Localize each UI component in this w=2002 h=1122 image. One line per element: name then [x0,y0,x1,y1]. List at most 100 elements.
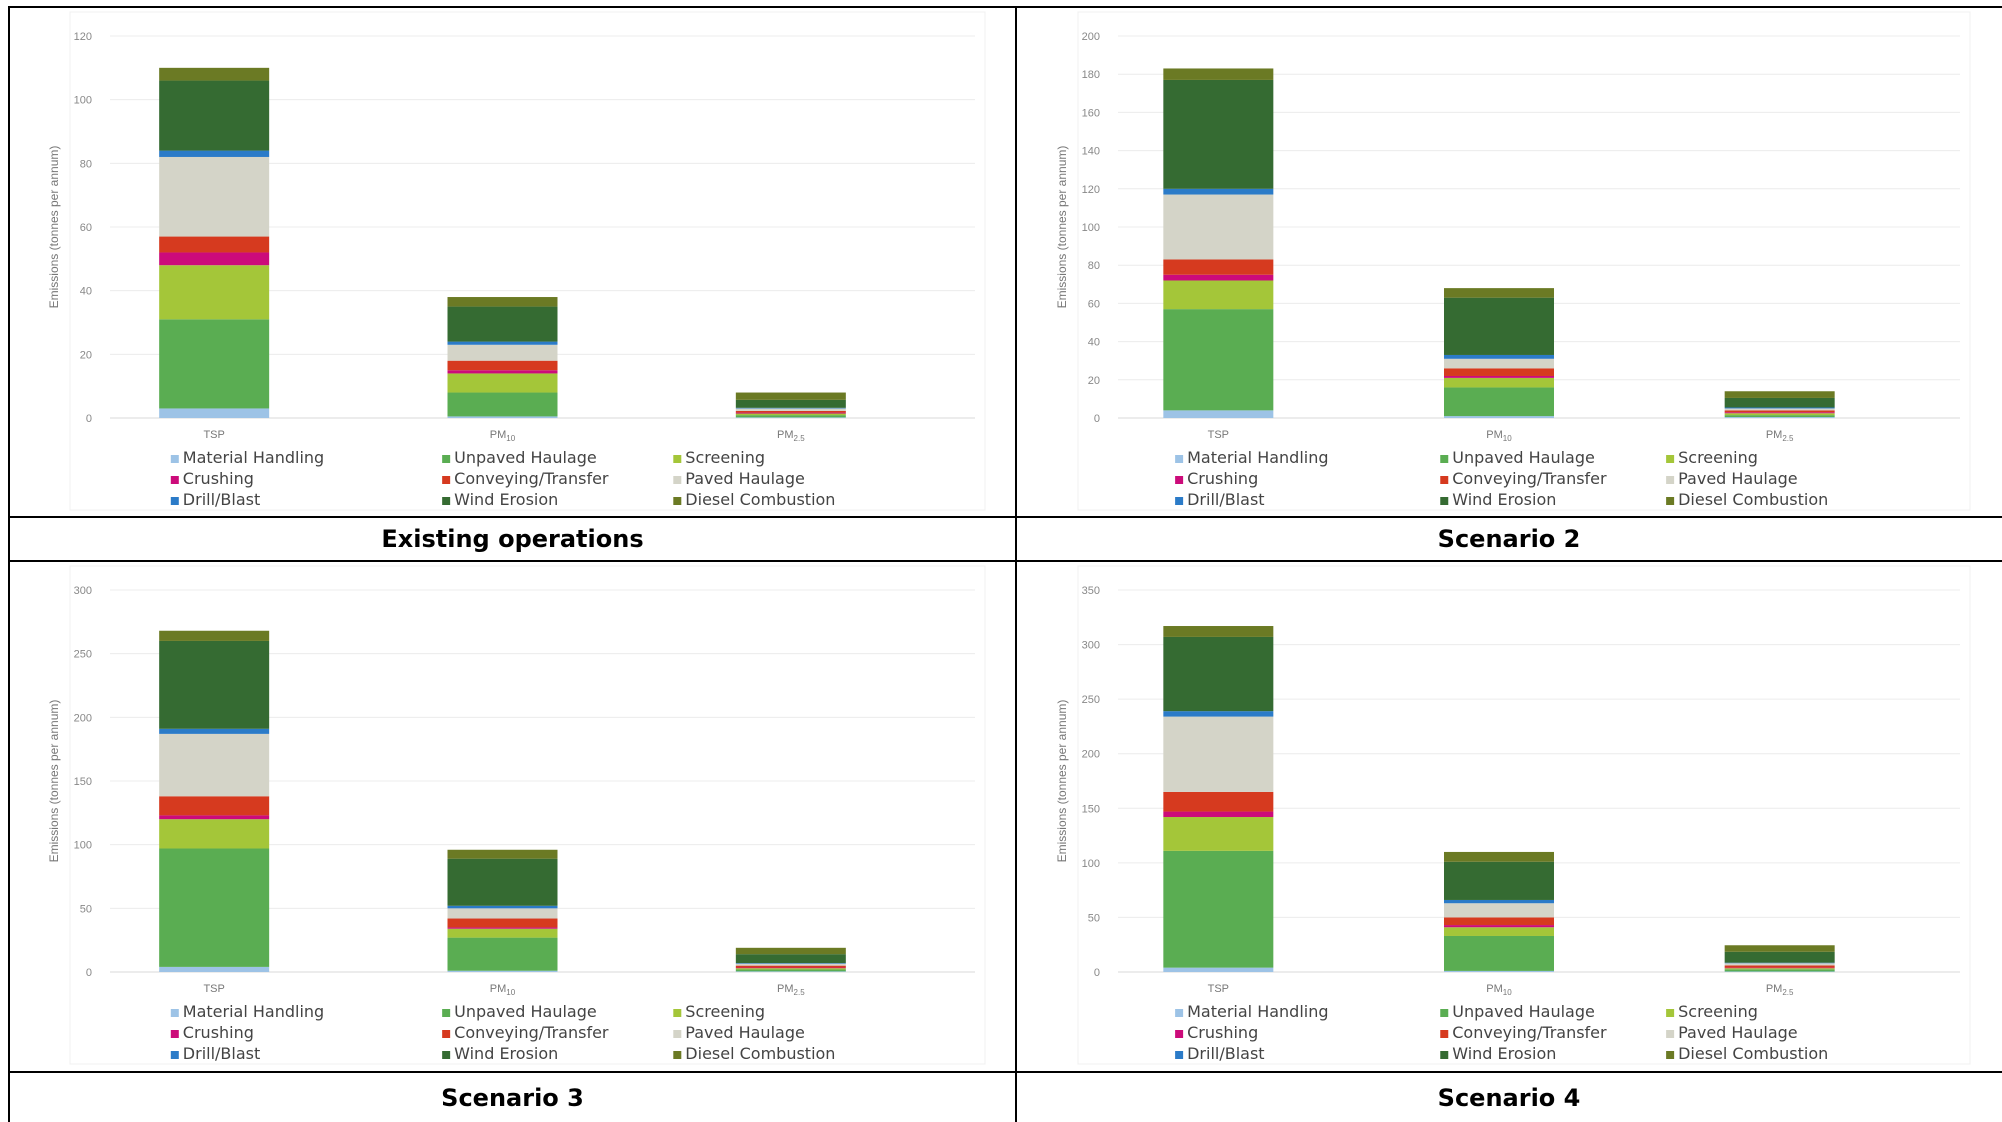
legend-label: Screening [1678,1002,1758,1021]
bar-segment [1444,861,1554,900]
bar-segment [159,848,270,967]
bar-segment [1444,297,1554,355]
legend-swatch [1666,455,1675,463]
bar-segment [159,265,270,320]
bar-segment [1444,925,1554,928]
bar-segment [1444,377,1554,388]
y-axis-title: Emissions (tonnes per annum) [1055,146,1069,309]
legend-swatch [442,1030,451,1038]
y-tick-label: 0 [86,967,92,979]
legend-label: Screening [1678,448,1758,467]
y-tick-label: 20 [80,349,92,361]
y-tick-label: 60 [80,222,92,234]
legend-swatch [1666,476,1675,484]
y-tick-label: 80 [1088,260,1100,272]
bar-segment [159,630,270,641]
bar-segment [1163,811,1274,818]
y-tick-label: 0 [86,413,92,425]
bar-segment [447,297,558,307]
y-tick-label: 250 [74,649,92,661]
legend-swatch [442,1009,451,1017]
legend-swatch [170,1009,179,1017]
bar-segment [735,408,846,411]
bar-segment [735,971,846,972]
chart-scenario-2: 0 20 40 60 80 100 120 140 160 180 200 Emissions (to… [1055,11,1971,511]
legend-swatch [1666,1030,1675,1038]
chart-scenario-4: 0 50 100 150 200 250 300 350 Emissions (tonnes p… [1055,565,1971,1065]
table-border-row1 [8,516,2002,518]
legend-label: Diesel Combustion [685,1044,835,1063]
bar-segment [1724,968,1835,970]
bar-segment [447,373,558,393]
legend-label: Conveying/Transfer [454,469,609,488]
bar-segment [447,937,558,971]
legend-swatch [1175,497,1184,505]
bar-segment [447,392,558,417]
legend-label: Paved Haulage [1678,1023,1798,1042]
y-tick-label: 200 [1082,31,1100,43]
chart-panel-existing: 0 20 40 60 80 100 120 Emissions (tonnes per ann… [10,8,1015,516]
legend-swatch [442,497,451,505]
legend-swatch [1175,476,1184,484]
bar-segment [735,410,846,413]
chart-scenario-3: 0 50 100 150 200 250 300 Emissions (tonnes per … [47,565,986,1065]
y-tick-label: 20 [1088,375,1100,387]
bar-segment [447,927,558,929]
bar-segment [1163,817,1274,851]
legend-swatch [673,497,682,505]
bar-segment [159,728,270,734]
legend-swatch [170,497,179,505]
y-tick-label: 300 [74,585,92,597]
bar-segment [1724,969,1835,972]
bar-segment [1724,945,1835,952]
y-tick-label: 200 [1082,749,1100,761]
legend-swatch [1440,476,1449,484]
legend-swatch [673,476,682,484]
bar-segment [1163,791,1274,812]
bar-segment [159,819,270,849]
bar-segment [1724,971,1835,972]
bar-segment [735,963,846,964]
bar-segment [1724,965,1835,968]
legend-swatch [170,455,179,463]
legend-swatch [1440,1030,1449,1038]
chart-panel-scenario-2: 0 20 40 60 80 100 120 140 160 180 200 Emissions (to… [1018,8,2000,516]
legend-swatch [1440,1009,1449,1017]
legend-label: Drill/Blast [183,490,260,509]
legend-swatch [1440,497,1449,505]
y-tick-label: 50 [1088,912,1100,924]
y-tick-label: 100 [1082,858,1100,870]
legend-swatch [442,476,451,484]
bar-segment [1724,417,1835,418]
legend-label: Crushing [183,469,254,488]
legend-label: Conveying/Transfer [1452,1023,1607,1042]
bar-segment [159,236,270,253]
y-tick-label: 80 [80,158,92,170]
legend-swatch [1175,1009,1184,1017]
caption-existing-operations: Existing operations [381,525,644,553]
bar-segment [1163,280,1274,310]
x-tick-label: TSP [203,983,224,995]
legend-swatch [170,1051,179,1059]
table-border-mid [8,560,2002,562]
bar-segment [1163,309,1274,411]
legend-label: Drill/Blast [1187,1044,1264,1063]
legend-swatch [1666,1051,1675,1059]
bar-segment [1163,410,1274,418]
bar-segment [1444,917,1554,926]
bar-segment [1724,391,1835,398]
legend-label: Material Handling [183,448,324,467]
legend-label: Conveying/Transfer [1452,469,1607,488]
bar-segment [1444,358,1554,369]
legend-label: Wind Erosion [1452,490,1556,509]
bar-segment [447,341,558,345]
bar-segment [159,640,270,729]
bar-segment [1163,711,1274,717]
bar-segment [159,796,270,816]
legend-label: Wind Erosion [1452,1044,1556,1063]
bar-segment [1444,970,1554,972]
bar-segment [735,415,846,418]
y-tick-label: 100 [1082,222,1100,234]
bar-segment [1724,962,1835,964]
bar-segment [1444,375,1554,378]
